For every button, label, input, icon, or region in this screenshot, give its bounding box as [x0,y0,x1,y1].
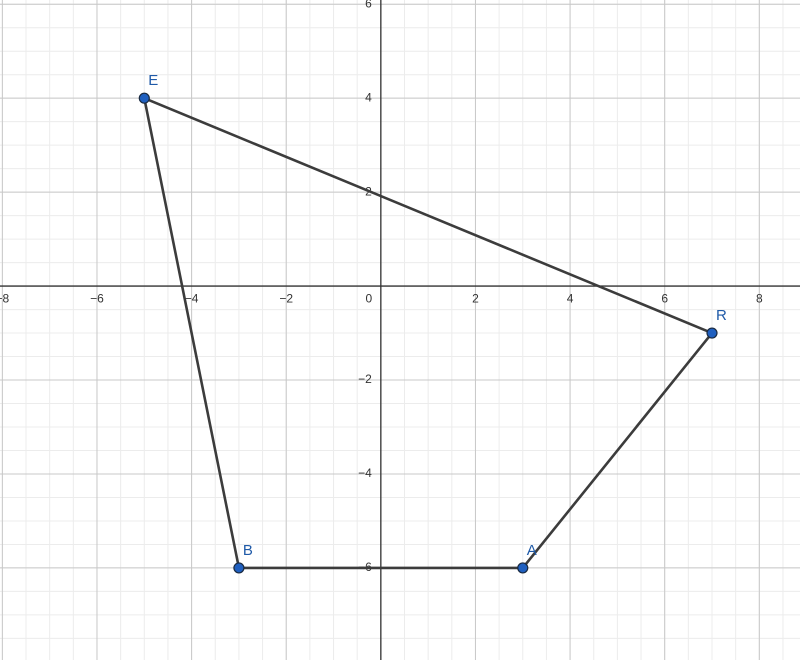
point-label: A [527,542,537,559]
x-tick-label: −6 [90,291,104,305]
point-label: E [148,72,158,89]
y-tick-label: 4 [365,90,372,104]
x-tick-label: 2 [472,291,479,305]
point [517,562,529,574]
y-tick-label: 6 [365,0,372,10]
point-label: B [243,542,253,559]
point [138,92,150,104]
x-tick-label: 8 [756,291,763,305]
x-tick-label: −4 [185,291,199,305]
y-tick-label: −4 [358,466,372,480]
x-tick-label: 6 [661,291,668,305]
x-tick-label: −8 [0,291,10,305]
x-tick-label: −2 [279,291,293,305]
x-tick-label: 4 [567,291,574,305]
x-tick-label: 0 [365,291,372,305]
y-tick-label: −2 [358,372,372,386]
point-label: R [716,307,727,324]
point [706,327,718,339]
point [233,562,245,574]
